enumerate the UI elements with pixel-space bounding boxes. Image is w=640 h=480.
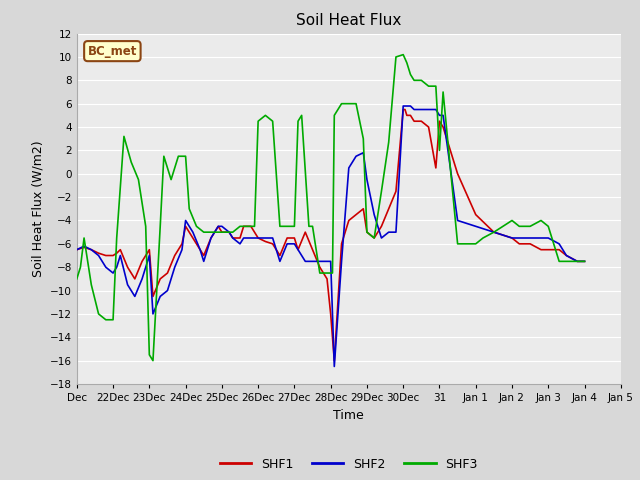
X-axis label: Time: Time (333, 408, 364, 421)
Text: BC_met: BC_met (88, 45, 137, 58)
Legend: SHF1, SHF2, SHF3: SHF1, SHF2, SHF3 (214, 453, 483, 476)
Title: Soil Heat Flux: Soil Heat Flux (296, 13, 401, 28)
Y-axis label: Soil Heat Flux (W/m2): Soil Heat Flux (W/m2) (31, 141, 44, 277)
